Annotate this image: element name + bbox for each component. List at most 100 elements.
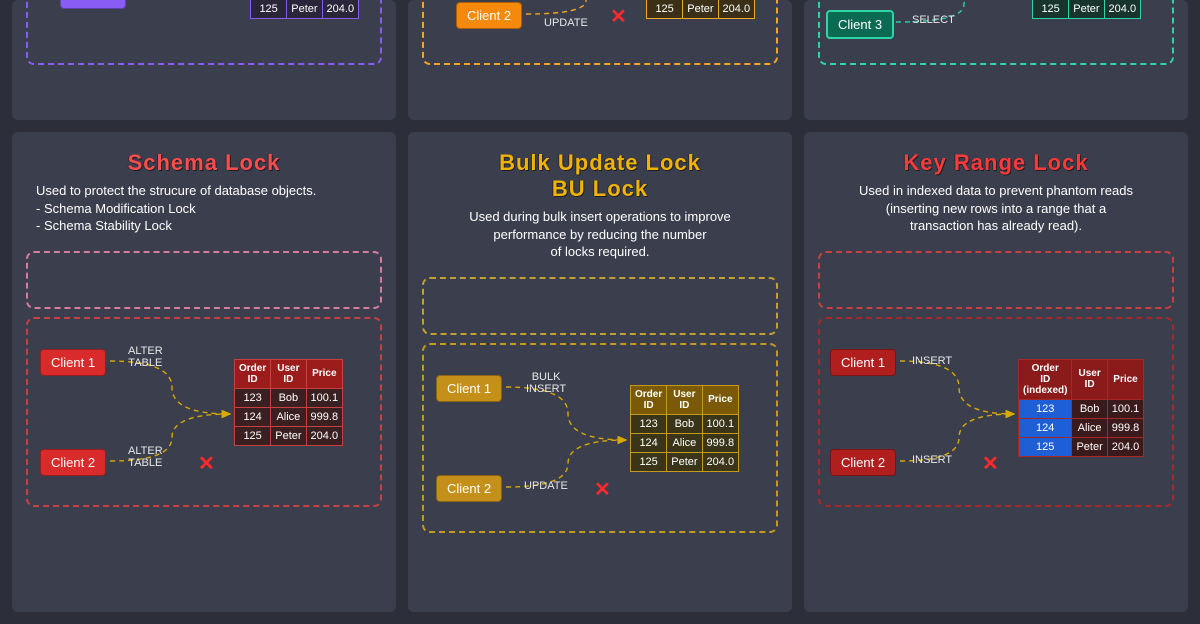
- panel-title: Bulk Update LockBU Lock: [418, 150, 782, 202]
- table-header: OrderID: [631, 385, 667, 414]
- table-cell: 125: [1033, 0, 1069, 19]
- table-row: 125Peter204.0: [1019, 437, 1144, 456]
- operation-label: UPDATE: [544, 17, 588, 29]
- placeholder-box: [818, 251, 1174, 309]
- client-node: Client 2: [830, 449, 896, 476]
- table-row: 125Peter204.0: [631, 452, 739, 471]
- table-row: 124Alice999.8: [631, 433, 739, 452]
- table-cell: Peter: [287, 0, 322, 19]
- operation-label: ALTER TABLE: [128, 445, 163, 469]
- table-cell: 124: [235, 407, 271, 426]
- table-cell: Peter: [667, 452, 702, 471]
- table-cell: Peter: [1069, 0, 1104, 19]
- table-cell: Bob: [667, 414, 702, 433]
- data-table: OrderIDUserIDPrice123Bob100.1124Alice999…: [630, 385, 739, 472]
- table-row: 123Bob100.1: [235, 388, 343, 407]
- table-cell: 204.0: [1104, 0, 1141, 19]
- table-cell: 123: [1019, 399, 1072, 418]
- table-cell: 999.8: [702, 433, 739, 452]
- client-node: Client 2: [436, 475, 502, 502]
- table-cell: 100.1: [306, 388, 343, 407]
- table-header: Price: [1107, 359, 1144, 399]
- table-header: Price: [306, 359, 343, 388]
- client-node: Client 2: [40, 449, 106, 476]
- table-cell: 125: [647, 0, 683, 19]
- table-header: UserID: [271, 359, 306, 388]
- table-cell: 204.0: [702, 452, 739, 471]
- operation-label: SELECT: [912, 14, 955, 26]
- table-cell: 999.8: [1107, 418, 1144, 437]
- table-cell: Alice: [271, 407, 306, 426]
- client-node: Client 2: [60, 0, 126, 9]
- table-cell: 204.0: [1107, 437, 1144, 456]
- table-cell: 204.0: [306, 426, 343, 445]
- table-row: 125Peter204.0: [647, 0, 755, 19]
- operation-label: INSERT: [912, 454, 952, 466]
- diagram-box: Client 2SELECTOrderIDUserIDPrice123Bob10…: [26, 0, 382, 65]
- table-cell: Alice: [667, 433, 702, 452]
- operation-label: ALTER TABLE: [128, 345, 163, 369]
- panel-desc: Used during bulk insert operations to im…: [418, 208, 782, 269]
- lock-panel-top: Client 2SELECTOrderIDUserIDPrice123Bob10…: [12, 0, 396, 120]
- table-cell: 124: [1019, 418, 1072, 437]
- placeholder-box: [26, 251, 382, 309]
- diagram-box: Client 2UPDATE✕Client 3SELECTOrderIDUser…: [818, 0, 1174, 65]
- panel-desc: Used to protect the strucure of database…: [22, 182, 386, 243]
- table-header: UserID: [667, 385, 702, 414]
- table-row: 123Bob100.1: [1019, 399, 1144, 418]
- table-row: 123Bob100.1: [631, 414, 739, 433]
- table-header: Price: [702, 385, 739, 414]
- operation-label: UPDATE: [524, 480, 568, 492]
- table-cell: 204.0: [322, 0, 359, 19]
- diagram-box: Client 1INSERTClient 2INSERT✕OrderID(ind…: [818, 317, 1174, 507]
- data-table: OrderIDUserIDPrice123Bob100.1124Alice999…: [234, 359, 343, 446]
- table-cell: 100.1: [1107, 399, 1144, 418]
- client-node: Client 1: [436, 375, 502, 402]
- table-header: OrderID: [235, 359, 271, 388]
- diagram-box: Client 2UPDATE✕OrderIDUserIDPrice123Bob1…: [422, 0, 778, 65]
- table-cell: 124: [631, 433, 667, 452]
- placeholder-box: [422, 277, 778, 335]
- table-cell: Bob: [1072, 399, 1107, 418]
- panel-title: Key Range Lock: [814, 150, 1178, 176]
- table-cell: 123: [631, 414, 667, 433]
- panel-title: Schema Lock: [22, 150, 386, 176]
- client-node: Client 2: [456, 2, 522, 29]
- table-cell: 999.8: [306, 407, 343, 426]
- blocked-icon: ✕: [982, 451, 999, 476]
- lock-panel: Key Range Lock Used in indexed data to pr…: [804, 132, 1188, 612]
- table-cell: 125: [1019, 437, 1072, 456]
- table-cell: Peter: [271, 426, 306, 445]
- table-row: 125Peter204.0: [1033, 0, 1141, 19]
- panel-desc: Used in indexed data to prevent phantom …: [814, 182, 1178, 243]
- lock-panel: Schema Lock Used to protect the strucure …: [12, 132, 396, 612]
- client-node: Client 1: [40, 349, 106, 376]
- blocked-icon: ✕: [610, 4, 627, 29]
- operation-label: BULK INSERT: [526, 371, 566, 395]
- table-row: 125Peter204.0: [235, 426, 343, 445]
- table-header: UserID: [1072, 359, 1107, 399]
- lock-panel: Bulk Update LockBU Lock Used during bulk …: [408, 132, 792, 612]
- table-cell: 123: [235, 388, 271, 407]
- data-table: OrderIDUserIDPrice123Bob100.1124Alice999…: [1032, 0, 1141, 19]
- blocked-icon: ✕: [198, 451, 215, 476]
- table-cell: Peter: [683, 0, 718, 19]
- table-cell: Peter: [1072, 437, 1107, 456]
- table-cell: 204.0: [718, 0, 755, 19]
- table-row: 125Peter204.0: [251, 0, 359, 19]
- table-cell: Alice: [1072, 418, 1107, 437]
- table-cell: Bob: [271, 388, 306, 407]
- diagram-box: Client 1 ALTER TABLE Client 2 ALTER TABLE ✕ O…: [26, 317, 382, 507]
- data-table: OrderID(indexed)UserIDPrice123Bob100.112…: [1018, 359, 1144, 457]
- table-cell: 125: [251, 0, 287, 19]
- table-header: OrderID(indexed): [1019, 359, 1072, 399]
- diagram-box: Client 1 BULK INSERT Client 2 UPDATE ✕ OrderI…: [422, 343, 778, 533]
- client-node: Client 3: [826, 10, 894, 39]
- table-cell: 125: [631, 452, 667, 471]
- data-table: OrderIDUserIDPrice123Bob100.1124Alice999…: [250, 0, 359, 19]
- lock-panel-top: Client 2UPDATE✕Client 3SELECTOrderIDUser…: [804, 0, 1188, 120]
- lock-panel-top: Client 2UPDATE✕OrderIDUserIDPrice123Bob1…: [408, 0, 792, 120]
- table-row: 124Alice999.8: [1019, 418, 1144, 437]
- blocked-icon: ✕: [594, 477, 611, 502]
- table-cell: 125: [235, 426, 271, 445]
